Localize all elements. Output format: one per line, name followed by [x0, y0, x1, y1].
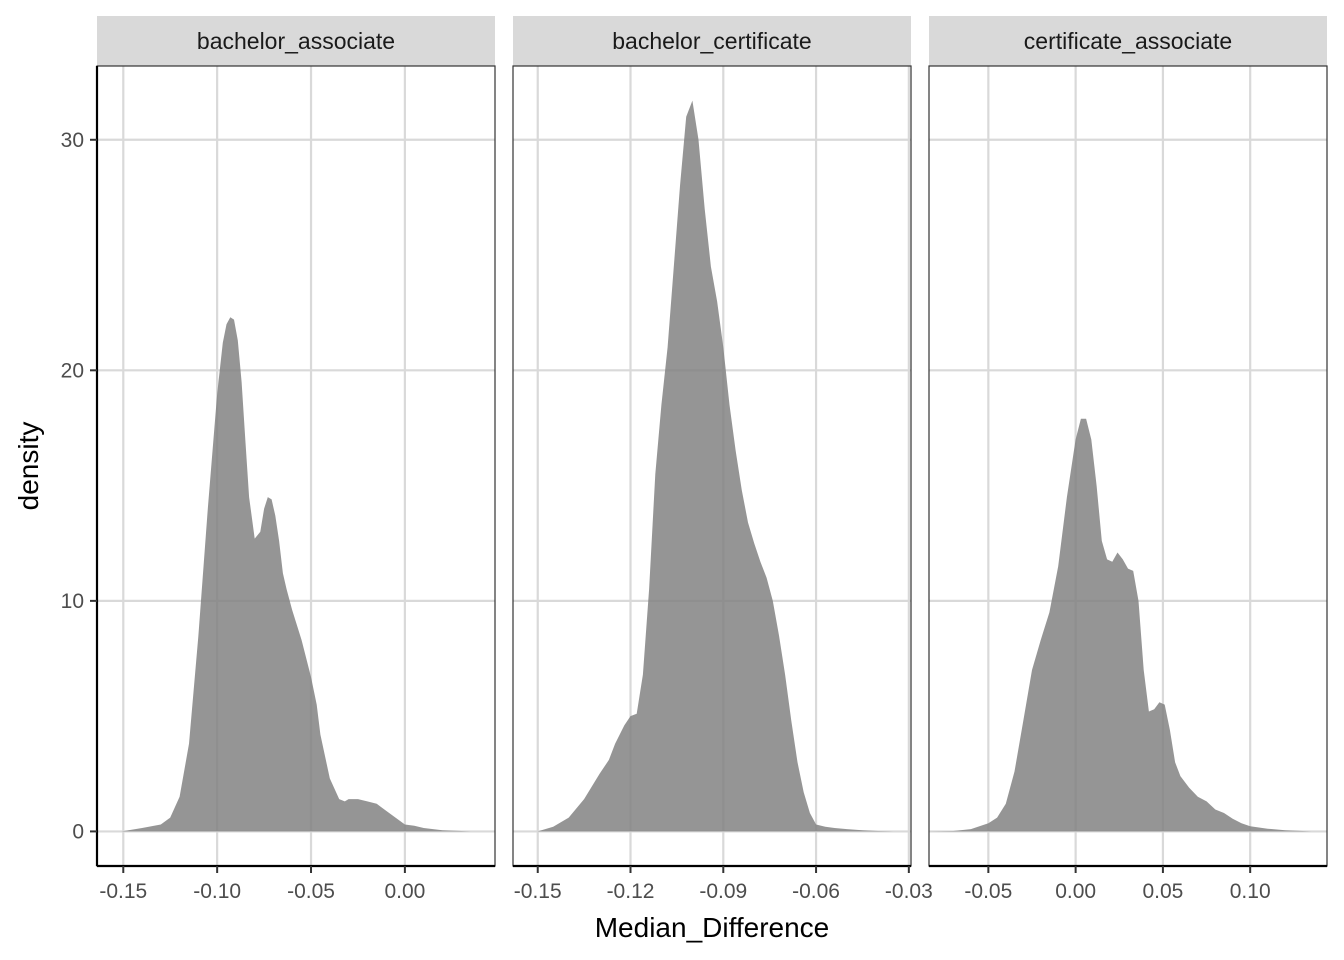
facet-panels: bachelor_associate -0.15 -0.10 -0.05 0.00 bac… — [96, 16, 1328, 903]
y-tick-label: 10 — [61, 590, 84, 613]
y-axis-title: density — [13, 422, 44, 511]
facet-strip — [929, 16, 1327, 66]
y-tick-label: 20 — [61, 359, 84, 382]
x-tick-label: 0.00 — [384, 880, 425, 903]
facet-strip-label: certificate_associate — [1024, 28, 1232, 54]
x-tick-label: 0.00 — [1055, 880, 1096, 903]
y-tick-label: 30 — [61, 129, 84, 152]
y-axis: 0 10 20 30 — [61, 66, 99, 866]
density-area — [927, 418, 1312, 832]
facet-strip-label: bachelor_certificate — [612, 28, 811, 54]
y-tick-label: 0 — [72, 820, 84, 843]
x-tick-label: -0.12 — [607, 880, 655, 903]
facet-panel-2: bachelor_certificate -0.15 -0.12 -0.09 -0.06… — [512, 16, 933, 903]
x-tick-label: -0.05 — [287, 880, 335, 903]
facet-strip — [97, 16, 495, 66]
facet-strip-label: bachelor_associate — [197, 28, 395, 54]
x-tick-label: -0.15 — [514, 880, 562, 903]
x-tick-label: -0.03 — [885, 880, 933, 903]
x-axis-title: Median_Difference — [595, 912, 830, 943]
x-tick-label: -0.05 — [964, 880, 1012, 903]
facet-panel-3: certificate_associate -0.05 0.00 0.05 0.10 — [927, 16, 1328, 903]
x-tick-label: -0.06 — [792, 880, 840, 903]
x-tick-label: 0.10 — [1230, 880, 1271, 903]
density-area — [121, 317, 471, 832]
x-tick-label: -0.09 — [699, 880, 747, 903]
density-area — [537, 100, 894, 832]
x-tick-label: -0.15 — [99, 880, 147, 903]
x-tick-label: 0.05 — [1142, 880, 1183, 903]
facet-strip — [513, 16, 911, 66]
x-tick-label: -0.10 — [193, 880, 241, 903]
